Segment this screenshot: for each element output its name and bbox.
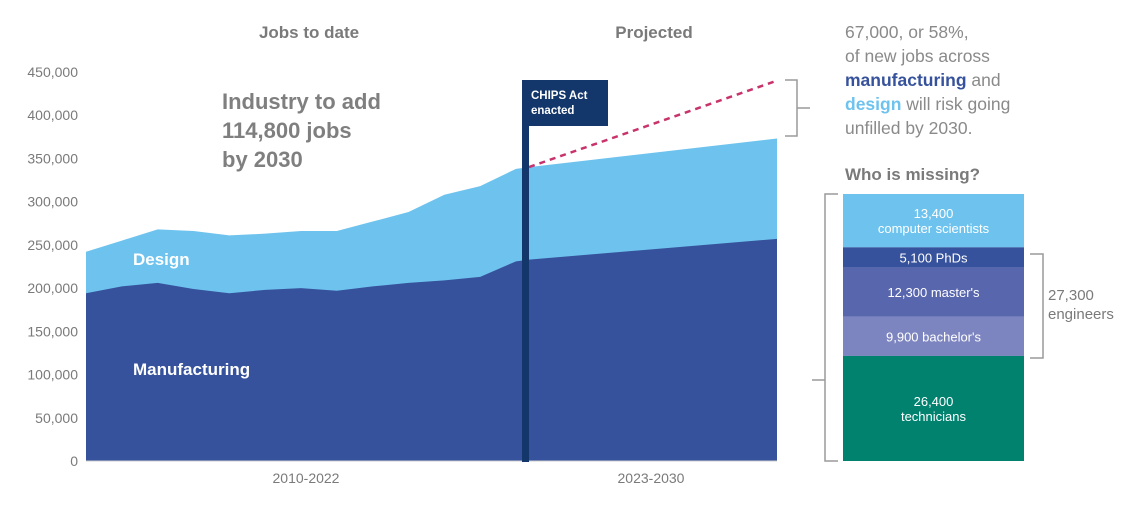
y-tick-label: 400,000: [27, 107, 78, 123]
y-tick-label: 450,000: [27, 64, 78, 80]
y-tick-label: 100,000: [27, 367, 78, 383]
callout-and: and: [967, 70, 1001, 90]
chips-act-label-2: enacted: [531, 105, 574, 117]
y-tick-label: 0: [70, 453, 78, 469]
callout-line-1: 67,000, or 58%,: [845, 22, 969, 42]
y-tick-label: 300,000: [27, 194, 78, 210]
y-tick-label: 250,000: [27, 237, 78, 253]
unfilled-callout: 67,000, or 58%, of new jobs across manuf…: [845, 22, 1010, 138]
y-axis: 0 50,000 100,000 150,000 200,000 250,000 300,0…: [27, 64, 78, 469]
callout-line-5: unfilled by 2030.: [845, 118, 972, 138]
header-jobs-to-date: Jobs to date: [259, 23, 359, 42]
callout-line-4: design will risk going: [845, 94, 1010, 114]
stacked-areas: [86, 138, 777, 461]
missing-segment-label: technicians: [901, 409, 967, 424]
series-label-manufacturing: Manufacturing: [133, 360, 250, 379]
callout-risk: will risk going: [901, 94, 1010, 114]
headline-line-2: 114,800 jobs: [222, 118, 352, 143]
callout-design: design: [845, 94, 901, 114]
missing-segment: [843, 267, 1024, 317]
engineers-bracket: [1030, 253, 1044, 359]
chips-act-bar: [522, 80, 529, 462]
missing-segment-label: 12,300 master's: [887, 285, 980, 300]
who-is-missing-title: Who is missing?: [845, 165, 980, 184]
missing-segment: [843, 316, 1024, 356]
missing-segment-label: 5,100 PhDs: [900, 250, 968, 265]
period-label-projection: 2023-2030: [618, 470, 685, 486]
chips-act-marker: CHIPS Act enacted: [522, 80, 608, 462]
headline-line-1: Industry to add: [222, 89, 381, 114]
callout-line-3: manufacturing and: [845, 70, 1001, 90]
missing-segment: [843, 194, 1024, 248]
series-label-design: Design: [133, 250, 190, 269]
missing-segment-label: 13,400: [914, 206, 954, 221]
chips-act-label-1: CHIPS Act: [531, 90, 588, 102]
missing-segment-label: computer scientists: [878, 221, 990, 236]
engineers-label: engineers: [1048, 306, 1114, 323]
area-manufacturing: [86, 238, 777, 461]
callout-line-2: of new jobs across: [845, 46, 990, 66]
engineers-value: 27,300: [1048, 287, 1094, 304]
missing-segment-label: 26,400: [914, 394, 954, 409]
missing-segment-label: 9,900 bachelor's: [886, 329, 981, 344]
gap-bracket: [785, 79, 810, 137]
chips-act-flag: [522, 80, 608, 126]
header-projected: Projected: [615, 23, 692, 42]
callout-manufacturing: manufacturing: [845, 70, 967, 90]
y-tick-label: 350,000: [27, 150, 78, 166]
y-tick-label: 150,000: [27, 323, 78, 339]
period-label-history: 2010-2022: [273, 470, 340, 486]
missing-bracket: [812, 193, 838, 462]
y-tick-label: 200,000: [27, 280, 78, 296]
headline-line-3: by 2030: [222, 147, 303, 172]
missing-segment: [843, 355, 1024, 461]
y-tick-label: 50,000: [35, 410, 78, 426]
missing-segment: [843, 247, 1024, 268]
